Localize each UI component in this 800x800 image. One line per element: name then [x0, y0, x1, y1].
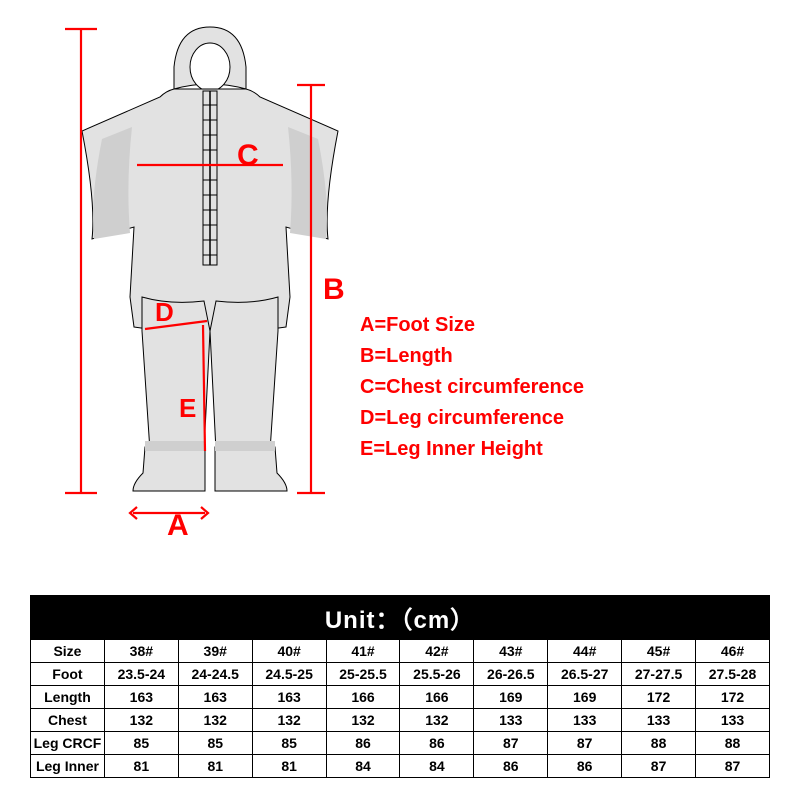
legend: A=Foot Size B=Length C=Chest circumferen… [360, 310, 584, 465]
legend-D: D=Leg circumference [360, 403, 584, 434]
size-table: Unit：（cm） Size 38#39#40# 41#42#43# 44#45… [30, 595, 770, 778]
table-row: Foot23.5-2424-24.524.5-2525-25.525.5-262… [31, 663, 770, 686]
legend-B: B=Length [360, 341, 584, 372]
unit-label: Unit：（cm） [31, 596, 770, 640]
legend-C: C=Chest circumference [360, 372, 584, 403]
label-B: B [323, 273, 345, 306]
label-E: E [179, 393, 196, 423]
table-row: Length163163163166166169169172172 [31, 686, 770, 709]
table-row: Leg Inner818181848486868787 [31, 755, 770, 778]
label-D: D [155, 297, 174, 327]
table-row: Chest132132132132132133133133133 [31, 709, 770, 732]
label-C: C [237, 139, 259, 172]
legend-E: E=Leg Inner Height [360, 434, 584, 465]
header-row: Size 38#39#40# 41#42#43# 44#45#46# [31, 640, 770, 663]
suit-diagram: C B D E A [45, 15, 375, 535]
table-row: Leg CRCF858585868687878888 [31, 732, 770, 755]
legend-A: A=Foot Size [360, 310, 584, 341]
label-A: A [167, 509, 189, 535]
